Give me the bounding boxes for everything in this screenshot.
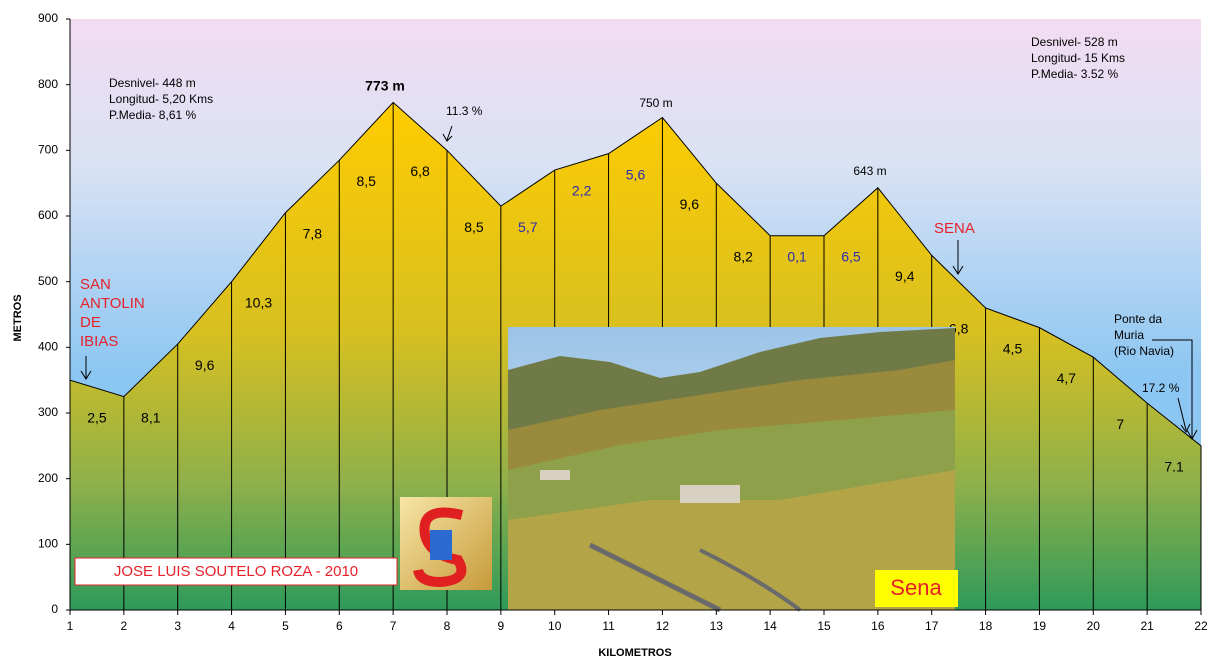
arrow	[442, 125, 453, 142]
segment-label: 7,8	[303, 225, 323, 241]
segment-label: 0,1	[787, 248, 807, 264]
x-tick-label: 13	[710, 619, 724, 633]
x-tick-label: 5	[282, 619, 289, 633]
x-tick-label: 8	[444, 619, 451, 633]
logo	[400, 497, 492, 590]
segment-label: 9,6	[195, 357, 215, 373]
grade-label: 17.2 %	[1142, 381, 1180, 395]
place-label: IBIAS	[80, 333, 118, 350]
place-label: (Rio Navia)	[1114, 344, 1174, 358]
place-label: Muria	[1114, 328, 1144, 342]
info-left: Desnivel- 448 m	[109, 76, 196, 90]
arrow	[80, 356, 92, 380]
x-tick-label: 17	[925, 619, 939, 633]
x-tick-label: 1	[67, 619, 74, 633]
arrow	[1177, 397, 1191, 433]
y-tick-label: 500	[38, 274, 58, 288]
place-label: DE	[80, 314, 101, 331]
info-right: P.Media- 3.52 %	[1031, 67, 1118, 81]
y-tick-label: 200	[38, 471, 58, 485]
y-tick-label: 800	[38, 77, 58, 91]
y-tick-label: 700	[38, 143, 58, 157]
x-tick-label: 12	[656, 619, 670, 633]
peak-label: 643 m	[853, 164, 886, 178]
x-tick-label: 19	[1033, 619, 1047, 633]
x-tick-label: 15	[817, 619, 831, 633]
segment-label: 2,5	[87, 409, 107, 425]
x-tick-label: 7	[390, 619, 397, 633]
segment-label: 4,7	[1057, 370, 1077, 386]
credit-box	[74, 557, 398, 586]
segment-label: 7.1	[1164, 459, 1184, 475]
x-tick-label: 3	[174, 619, 181, 633]
caption-box	[875, 570, 958, 607]
x-tick-label: 18	[979, 619, 993, 633]
info-left: P.Media- 8,61 %	[109, 108, 196, 122]
segment-label: 9,6	[680, 196, 700, 212]
arrow	[952, 240, 964, 275]
x-tick-label: 14	[763, 619, 777, 633]
x-axis-label: KILOMETROS	[598, 647, 671, 659]
y-tick-label: 300	[38, 405, 58, 419]
segment-label: 2,2	[572, 183, 592, 199]
x-tick-label: 10	[548, 619, 562, 633]
info-right: Desnivel- 528 m	[1031, 35, 1118, 49]
info-left: Longitud- 5,20 Kms	[109, 92, 213, 106]
x-tick-label: 22	[1194, 619, 1208, 633]
y-axis-label: METROS	[12, 294, 24, 341]
peak-label: 750 m	[639, 96, 672, 110]
arrow	[1152, 339, 1198, 441]
segment-label: 10,3	[245, 294, 272, 310]
x-tick-label: 6	[336, 619, 343, 633]
segment-label: 5,6	[626, 166, 646, 182]
segment-label: 8,1	[141, 409, 161, 425]
x-tick-label: 11	[602, 619, 615, 633]
place-label: Ponte da	[1114, 312, 1162, 326]
place-label: SAN	[80, 276, 111, 293]
place-label: ANTOLIN	[80, 295, 145, 312]
segment-label: 9,4	[895, 268, 915, 284]
y-tick-label: 0	[51, 602, 58, 616]
photo-caption: Sena	[890, 575, 942, 600]
segment-label: 5,7	[518, 219, 538, 235]
x-tick-label: 2	[121, 619, 128, 633]
y-tick-label: 900	[38, 11, 58, 25]
y-tick-label: 400	[38, 340, 58, 354]
y-tick-label: 100	[38, 537, 58, 551]
grade-label: 11.3 %	[446, 104, 483, 118]
segment-label: 7	[1116, 416, 1124, 432]
segment-label: 6,5	[841, 248, 861, 264]
info-right: Longitud- 15 Kms	[1031, 51, 1125, 65]
segment-label: 8,2	[733, 248, 753, 264]
segment-label: 8,5	[356, 173, 376, 189]
x-tick-label: 20	[1087, 619, 1101, 633]
segment-label: 6,8	[410, 163, 430, 179]
segment-label: 4,5	[1003, 340, 1023, 356]
segment-label: 8,5	[464, 219, 484, 235]
peak-label: 773 m	[365, 78, 405, 94]
x-tick-label: 4	[228, 619, 235, 633]
x-tick-label: 21	[1140, 619, 1154, 633]
y-tick-label: 600	[38, 208, 58, 222]
x-tick-label: 16	[871, 619, 885, 633]
x-tick-label: 9	[498, 619, 505, 633]
place-label: SENA	[934, 220, 975, 237]
credit: JOSE LUIS SOUTELO ROZA - 2010	[114, 563, 358, 580]
photo	[508, 327, 955, 613]
